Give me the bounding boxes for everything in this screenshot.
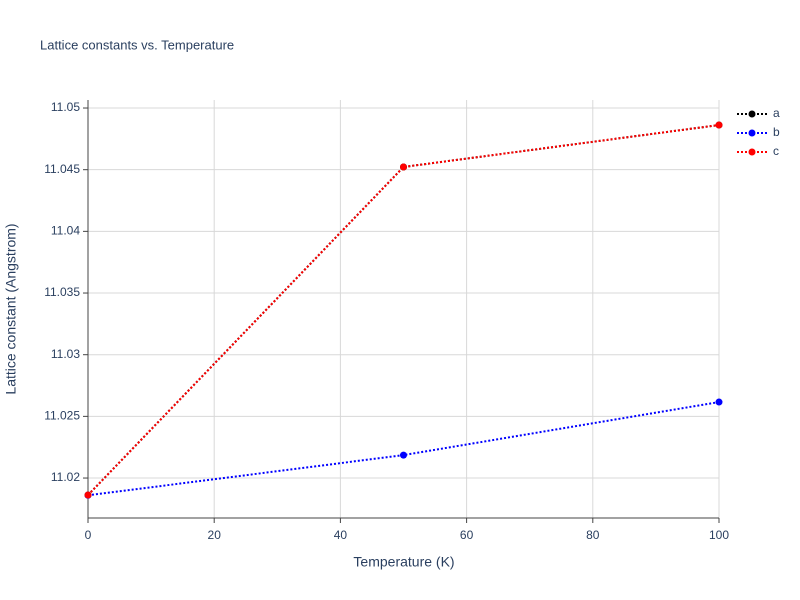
point xyxy=(715,398,723,406)
y-tick-label: 11.035 xyxy=(44,285,80,299)
y-tick-label: 11.03 xyxy=(51,347,80,361)
x-tick-label: 80 xyxy=(586,528,600,542)
legend-label: c xyxy=(773,144,779,158)
y-tick-label: 11.02 xyxy=(51,470,80,484)
chart-title: Lattice constants vs. Temperature xyxy=(40,37,234,52)
y-tick-label: 11.025 xyxy=(44,409,80,423)
legend-marker xyxy=(748,148,756,156)
legend-marker xyxy=(748,129,756,137)
legend-label: a xyxy=(773,106,780,120)
y-axis-label: Lattice constant (Angstrom) xyxy=(3,223,19,394)
point xyxy=(400,451,407,459)
point xyxy=(84,491,92,499)
point xyxy=(400,163,407,171)
y-tick-label: 11.04 xyxy=(51,224,80,238)
point xyxy=(715,121,723,129)
x-tick-label: 20 xyxy=(208,528,222,542)
x-tick-label: 0 xyxy=(85,528,92,542)
x-tick-label: 40 xyxy=(334,528,348,542)
y-tick-label: 11.05 xyxy=(51,100,80,114)
legend-label: b xyxy=(773,125,780,139)
x-tick-label: 60 xyxy=(460,528,474,542)
x-tick-label: 100 xyxy=(709,528,729,542)
y-tick-label: 11.045 xyxy=(44,162,80,176)
legend-marker xyxy=(748,110,756,118)
x-axis-label: Temperature (K) xyxy=(353,554,454,570)
